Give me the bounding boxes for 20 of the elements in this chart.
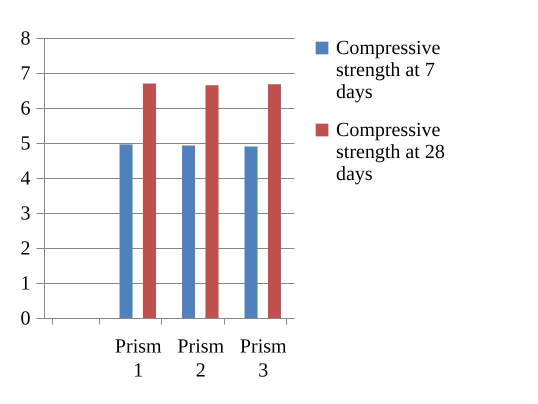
y-tick-label: 0 [20, 308, 30, 330]
bar [244, 146, 258, 318]
legend-label: Compressive strength at 7 days [336, 37, 441, 103]
y-tick-label: 7 [20, 62, 30, 84]
legend-label: Compressive strength at 28 days [336, 119, 445, 185]
y-tick-label: 2 [20, 238, 30, 260]
y-tick-label: 8 [20, 28, 30, 50]
x-tick-label: Prism 3 [240, 336, 288, 382]
y-tick-label: 3 [20, 202, 30, 224]
bar [182, 145, 196, 318]
y-tick-label: 5 [20, 132, 30, 154]
x-tick-label: Prism 1 [114, 336, 162, 382]
y-tick-label: 6 [20, 98, 30, 120]
bar [120, 144, 133, 318]
bar [205, 85, 218, 318]
bar [142, 84, 156, 318]
y-tick-label: 4 [20, 168, 30, 190]
y-tick-label: 1 [20, 272, 30, 294]
bar [268, 84, 281, 318]
x-tick-label: Prism 2 [177, 336, 225, 382]
